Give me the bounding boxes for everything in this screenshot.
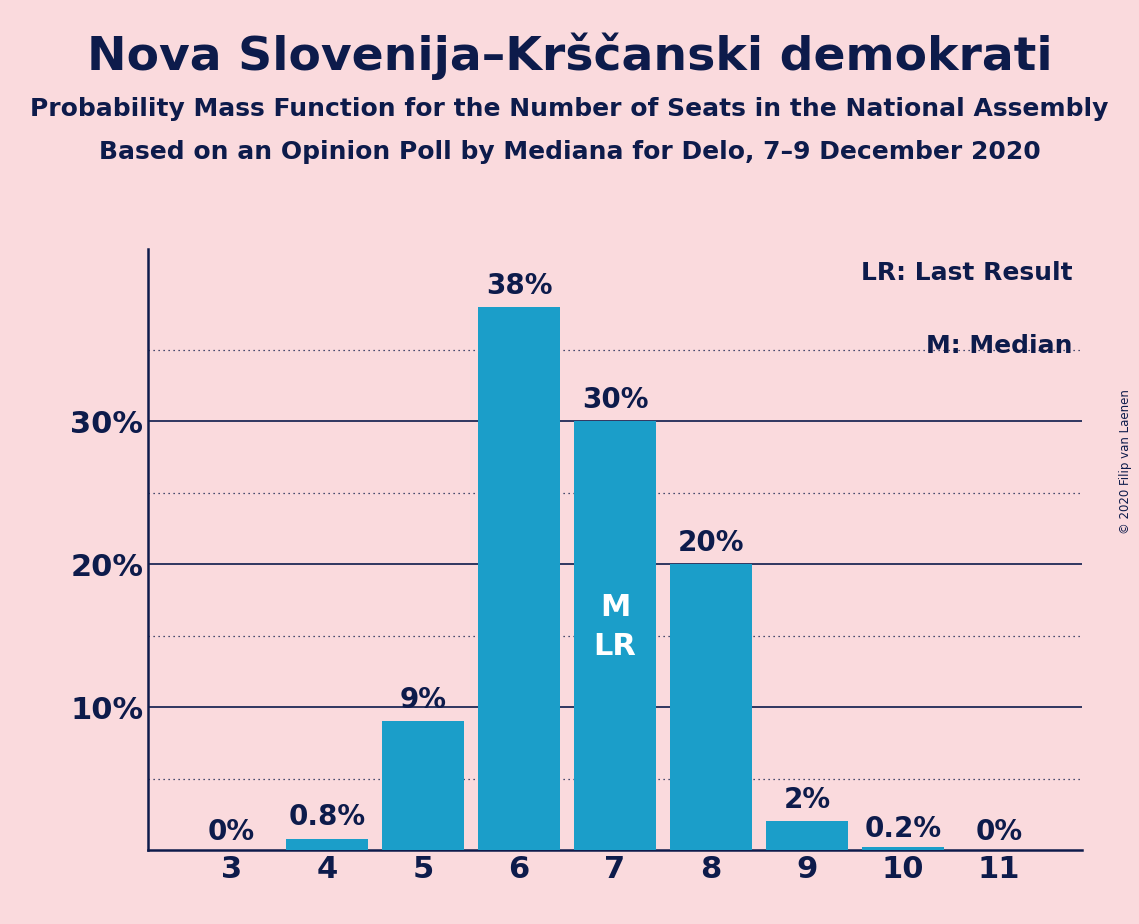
Text: Nova Slovenija–Krščanski demokrati: Nova Slovenija–Krščanski demokrati [87, 32, 1052, 79]
Bar [574, 421, 656, 850]
Bar [670, 564, 752, 850]
Text: © 2020 Filip van Laenen: © 2020 Filip van Laenen [1118, 390, 1132, 534]
Text: 0.2%: 0.2% [865, 815, 942, 843]
Text: Probability Mass Function for the Number of Seats in the National Assembly: Probability Mass Function for the Number… [31, 97, 1108, 121]
Bar [383, 722, 464, 850]
Text: 9%: 9% [400, 687, 446, 714]
Text: Based on an Opinion Poll by Mediana for Delo, 7–9 December 2020: Based on an Opinion Poll by Mediana for … [99, 140, 1040, 164]
Bar [478, 307, 560, 850]
Text: 0%: 0% [975, 818, 1023, 845]
Text: 38%: 38% [486, 272, 552, 299]
Bar [287, 839, 368, 850]
Bar [767, 821, 847, 850]
Text: LR: Last Result: LR: Last Result [861, 261, 1073, 286]
Text: 30%: 30% [582, 386, 648, 414]
Text: M: Median: M: Median [926, 334, 1073, 358]
Text: 0.8%: 0.8% [288, 804, 366, 832]
Text: 2%: 2% [784, 786, 830, 814]
Text: M
LR: M LR [593, 593, 637, 661]
Bar [862, 847, 943, 850]
Text: 0%: 0% [207, 818, 255, 845]
Text: 20%: 20% [678, 529, 744, 557]
